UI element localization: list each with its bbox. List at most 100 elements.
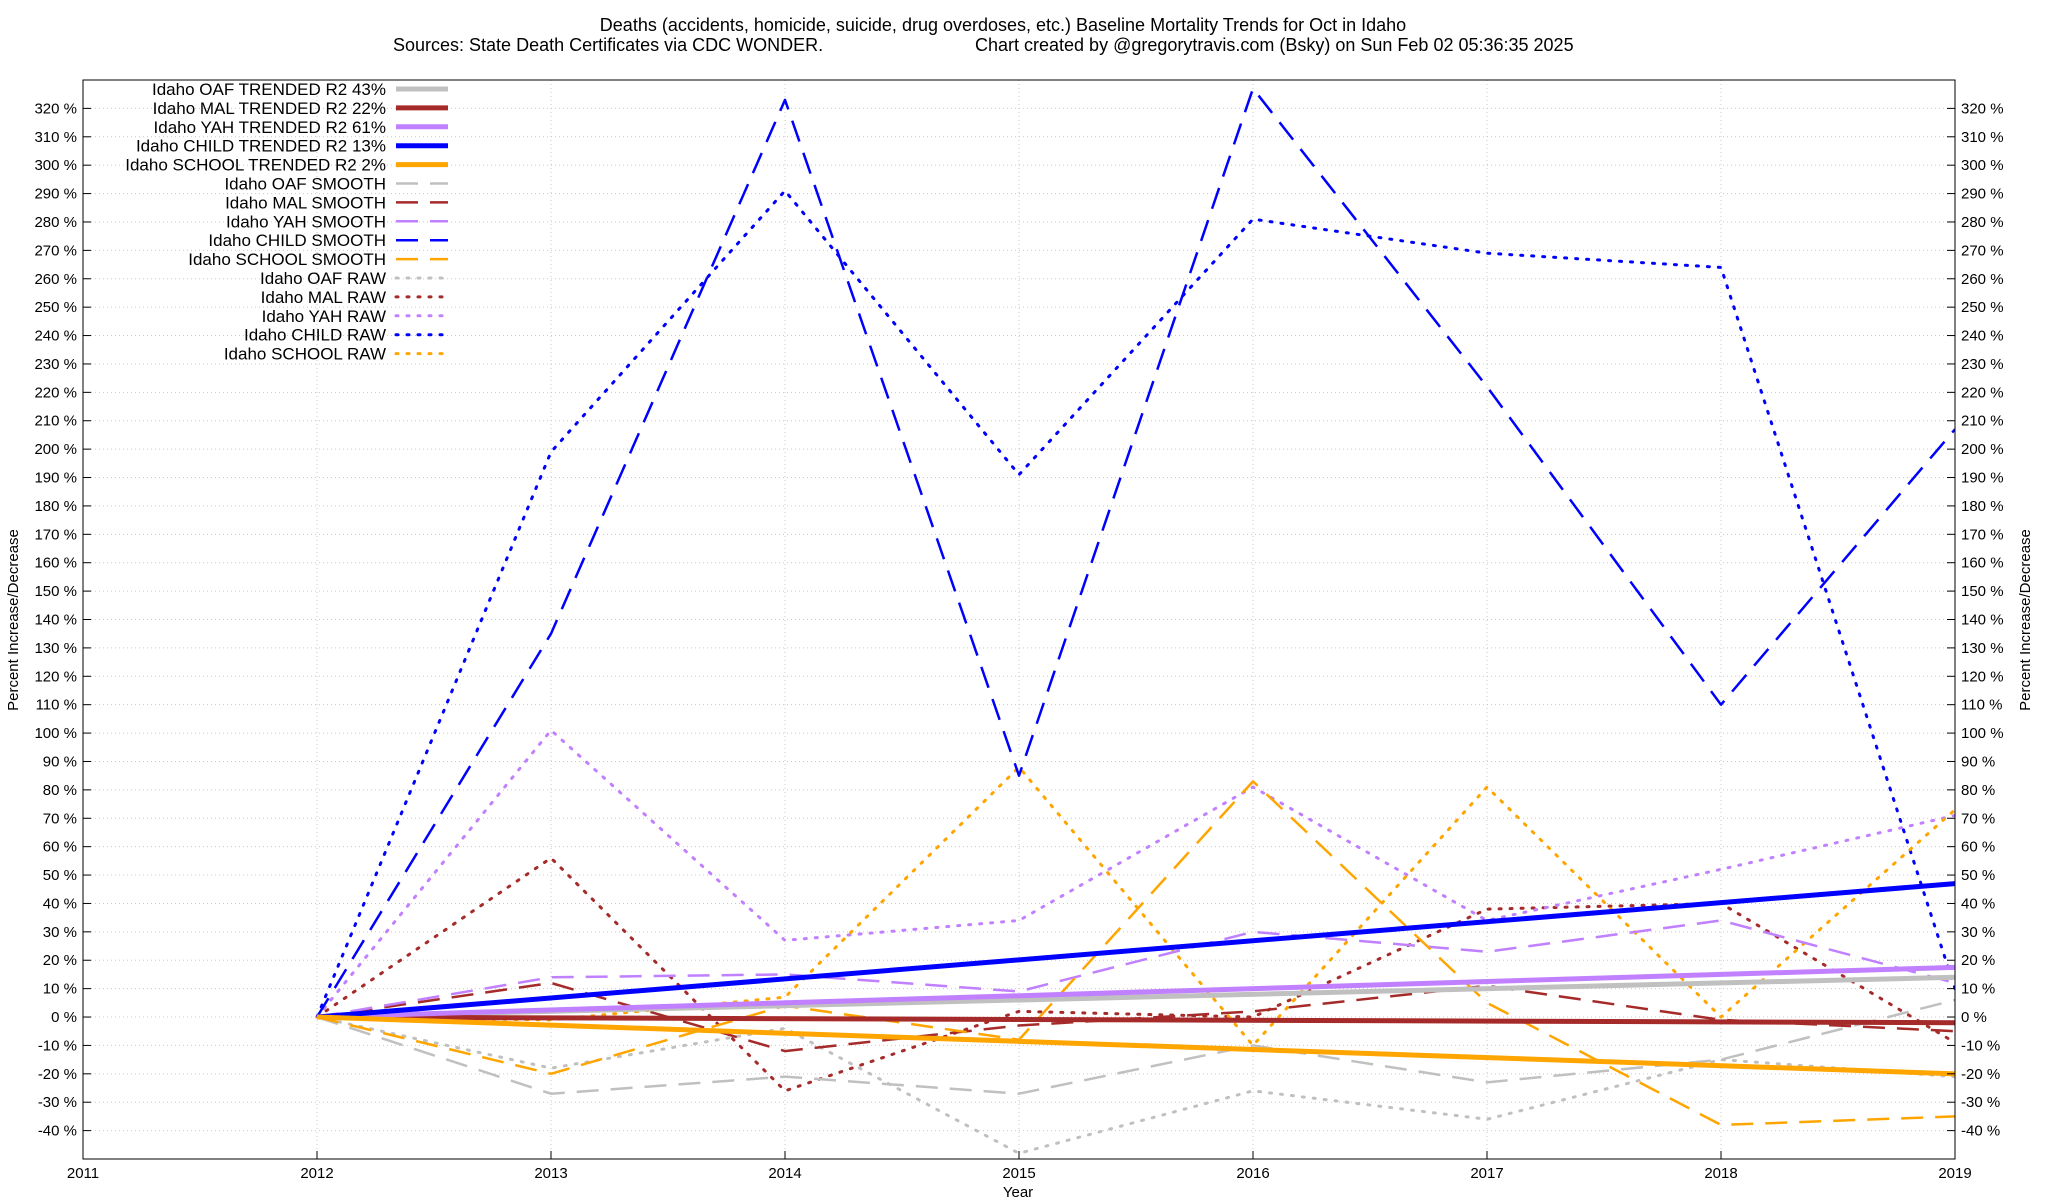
legend-entry-label: Idaho CHILD SMOOTH (208, 231, 386, 250)
y-tick-label: 280 % (34, 214, 77, 231)
y-tick-label: 10 % (43, 981, 77, 998)
y-tick-label: 250 % (34, 299, 77, 316)
legend-entry-label: Idaho MAL SMOOTH (225, 193, 386, 212)
y2-axis-label: Percent Increase/Decrease (2017, 529, 2034, 711)
x-tick-label: 2015 (1002, 1165, 1035, 1182)
series-line-idaho-mal-trended-r2-22 (316, 1014, 1955, 1026)
y2-tick-label: 50 % (1961, 867, 1995, 884)
y2-tick-label: 170 % (1961, 526, 2004, 543)
y-tick-label: 210 % (34, 413, 77, 430)
y2-tick-label: 160 % (1961, 555, 2004, 572)
y2-tick-label: 210 % (1961, 413, 2004, 430)
y2-tick-label: 300 % (1961, 157, 2004, 174)
y-tick-label: 100 % (34, 725, 77, 742)
x-tick-label: 2018 (1704, 1165, 1737, 1182)
y2-tick-label: 40 % (1961, 895, 1995, 912)
y-tick-label: 110 % (36, 697, 77, 714)
y2-tick-label: 70 % (1961, 810, 1995, 827)
legend-entry-label: Idaho SCHOOL SMOOTH (188, 250, 386, 269)
y-axis-label: Percent Increase/Decrease (5, 529, 22, 711)
y2-tick-label: 100 % (1961, 725, 2004, 742)
series-line-idaho-oaf-smooth (316, 998, 1955, 1095)
axes-layer: -40 % -40 % -30 % -30 % -20 % -20 % -10 % -10 %… (34, 79, 2004, 1182)
y2-tick-label: 0 % (1961, 1009, 1987, 1026)
chart-subtitle-sources: Sources: State Death Certificates via CD… (393, 35, 823, 55)
y-tick-label: 290 % (34, 186, 77, 203)
legend-entry-label: Idaho OAF SMOOTH (224, 175, 386, 194)
y-tick-label: 50 % (43, 867, 77, 884)
series-line-idaho-oaf-raw (315, 1015, 1955, 1155)
y2-tick-label: 10 % (1961, 981, 1995, 998)
y2-tick-label: -40 % (1961, 1123, 2000, 1140)
y-tick-label: 240 % (34, 328, 77, 345)
y2-tick-label: 60 % (1961, 839, 1995, 856)
x-tick-label: 2016 (1236, 1165, 1269, 1182)
y2-tick-label: 290 % (1961, 186, 2004, 203)
series-line-idaho-school-trended-r2-2 (316, 1014, 1955, 1077)
series-line-idaho-yah-trended-r2-61 (316, 964, 1955, 1020)
y-tick-label: 30 % (43, 924, 77, 941)
plot-border (82, 79, 1956, 1160)
y-tick-label: 170 % (34, 526, 77, 543)
y-tick-label: 180 % (34, 498, 77, 515)
y2-tick-label: 230 % (1961, 356, 2004, 373)
y2-tick-label: 240 % (1961, 328, 2004, 345)
legend-entry-label: Idaho YAH SMOOTH (226, 212, 386, 231)
y2-tick-label: -30 % (1961, 1094, 2000, 1111)
series-line-idaho-child-trended-r2-13 (316, 881, 1955, 1020)
chart-title: Deaths (accidents, homicide, suicide, dr… (600, 15, 1406, 35)
series-line-idaho-child-smooth (315, 87, 1955, 1018)
y2-tick-label: 260 % (1961, 271, 2004, 288)
x-tick-label: 2019 (1938, 1165, 1971, 1182)
y-tick-label: 150 % (34, 583, 77, 600)
y2-tick-label: -10 % (1961, 1037, 2000, 1054)
y-tick-label: 90 % (43, 753, 77, 770)
y2-tick-label: -20 % (1961, 1066, 2000, 1083)
y-tick-label: 300 % (34, 157, 77, 174)
y2-tick-label: 110 % (1961, 697, 2002, 714)
y-tick-label: 270 % (34, 242, 77, 259)
y-tick-label: 220 % (34, 384, 77, 401)
legend-entry-label: Idaho CHILD RAW (244, 326, 386, 345)
series-line-idaho-yah-smooth (316, 919, 1955, 1019)
series-layer (315, 87, 1955, 1155)
legend-entry-label: Idaho YAH RAW (262, 307, 386, 326)
y2-tick-label: 30 % (1961, 924, 1995, 941)
series-line-idaho-school-raw (315, 765, 1955, 1047)
y-tick-label: 120 % (34, 668, 77, 685)
legend: Idaho OAF TRENDED R2 43%Idaho MAL TRENDE… (125, 80, 450, 364)
y2-tick-label: 250 % (1961, 299, 2004, 316)
y-tick-label: -40 % (38, 1123, 77, 1140)
legend-entry-label: Idaho MAL TRENDED R2 22% (153, 99, 386, 118)
y2-tick-label: 190 % (1961, 470, 2004, 487)
y2-tick-label: 270 % (1961, 242, 2004, 259)
x-tick-label: 2011 (67, 1165, 99, 1182)
y-tick-label: 140 % (34, 612, 77, 629)
y2-tick-label: 280 % (1961, 214, 2004, 231)
y2-tick-label: 180 % (1961, 498, 2004, 515)
y-tick-label: 320 % (34, 100, 77, 117)
y-tick-label: 80 % (43, 782, 77, 799)
legend-entry-label: Idaho SCHOOL TRENDED R2 2% (125, 156, 386, 175)
y-tick-label: 260 % (34, 271, 77, 288)
legend-entry-label: Idaho MAL RAW (261, 288, 386, 307)
y-tick-label: 130 % (34, 640, 77, 657)
series-line-idaho-school-smooth (316, 780, 1955, 1127)
y2-tick-label: 220 % (1961, 384, 2004, 401)
y-tick-label: 200 % (34, 441, 77, 458)
y2-tick-label: 90 % (1961, 753, 1995, 770)
y-tick-label: 310 % (34, 129, 77, 146)
series-line-idaho-child-raw (315, 189, 1955, 1019)
y-tick-label: 0 % (51, 1009, 77, 1026)
y2-tick-label: 80 % (1961, 782, 1995, 799)
y-tick-label: -20 % (38, 1066, 77, 1083)
y-tick-label: 20 % (43, 952, 77, 969)
y-tick-label: 230 % (34, 356, 77, 373)
y-tick-label: 160 % (34, 555, 77, 572)
x-axis-label: Year (1003, 1184, 1033, 1200)
y2-tick-label: 20 % (1961, 952, 1995, 969)
grid-layer (82, 80, 1956, 1159)
y2-tick-label: 120 % (1961, 668, 2004, 685)
